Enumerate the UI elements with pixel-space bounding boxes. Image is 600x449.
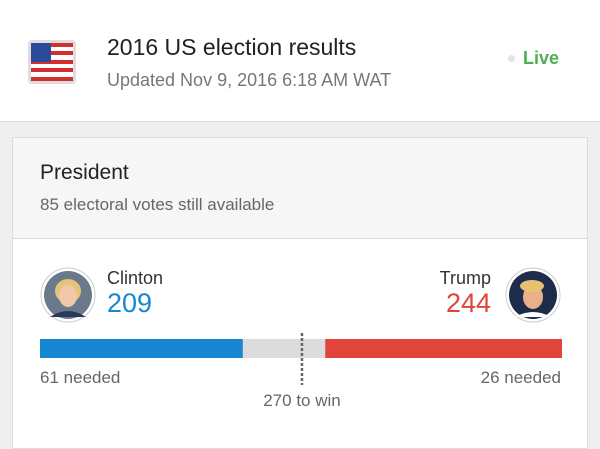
live-dot (508, 55, 515, 62)
title: 2016 US election results (107, 34, 357, 60)
bar-segment (325, 339, 562, 358)
needed-label: needed (504, 368, 561, 387)
header: 2016 US election results Updated Nov 9, … (0, 0, 600, 122)
candidate-votes: 209 (107, 288, 153, 318)
bar-segment (40, 339, 243, 358)
race-title: President (40, 161, 129, 184)
needed: 26 needed (481, 368, 561, 388)
needed-label: needed (63, 368, 121, 387)
needed-count: 61 (40, 368, 59, 387)
available-count: 85 (40, 195, 59, 214)
president-card: President 85 electoral votes still avail… (12, 137, 588, 449)
candidate-votes: 244 (445, 288, 491, 318)
us-flag (28, 40, 76, 84)
available-label: electoral votes still available (63, 195, 275, 214)
candidate-name: Clinton (107, 268, 164, 288)
vote-bar (40, 333, 562, 385)
live-status[interactable]: Live (523, 48, 560, 68)
needed-count: 26 (480, 368, 500, 387)
threshold-count: 270 (263, 391, 292, 410)
candidate-name: Trump (439, 268, 491, 288)
trump-avatar (505, 267, 561, 323)
needed: 61 needed (40, 368, 120, 388)
updated-time: Updated Nov 9, 2016 6:18 AM WAT (107, 70, 392, 90)
threshold: 270 to win (263, 391, 341, 411)
available-votes: 85 electoral votes still available (40, 195, 274, 215)
card-header: President 85 electoral votes still avail… (13, 138, 587, 239)
threshold-label: to win (296, 391, 341, 410)
clinton-avatar (40, 267, 96, 323)
